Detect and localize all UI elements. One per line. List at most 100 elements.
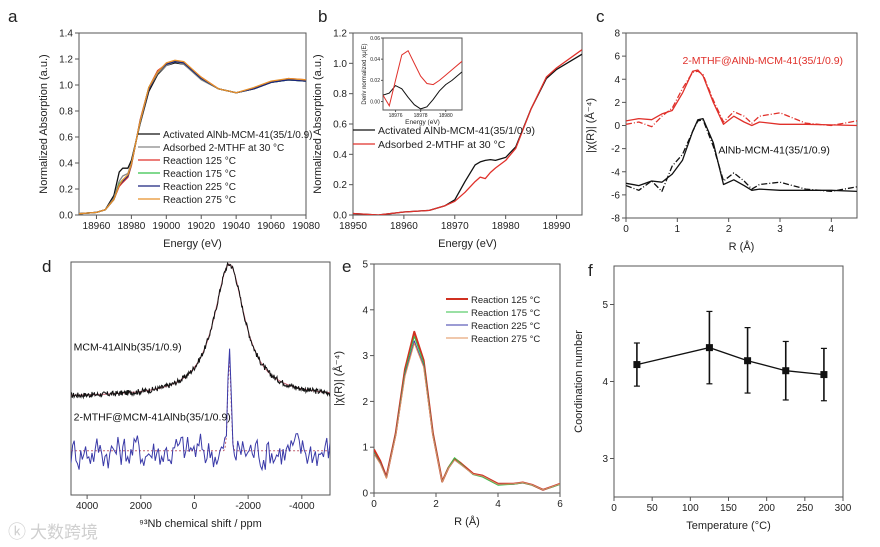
x-tick-label: 18980: [439, 113, 453, 119]
x-tick-label: 2: [726, 224, 732, 235]
x-axis-label: ⁹³Nb chemical shift / ppm: [139, 518, 262, 530]
legend-label: Reaction 125 °C: [471, 295, 540, 306]
panel-c: c 0 1 2 3 4 -8 -6 -4 -2 0 2 4 6 8 R (Å) |χ(R)| (Å⁻⁴) 2-MT…: [584, 7, 858, 253]
y-tick-label: 1.4: [59, 29, 73, 40]
x-tick-label: 18978: [414, 113, 428, 119]
series-line: [626, 117, 857, 193]
x-tick-label: 3: [777, 224, 783, 235]
x-tick-label: 18980: [117, 221, 145, 232]
y-tick-label: -8: [611, 214, 620, 225]
x-tick-label: 4: [495, 499, 501, 510]
legend-label: Adsorbed 2-MTHF at 30 °C: [163, 143, 284, 154]
watermark-logo-icon: ⓚ: [8, 522, 26, 542]
y-tick-label: 0.04: [370, 57, 380, 63]
inset-series-line: [383, 71, 462, 110]
annotation-label: 2-MTHF@AlNb-MCM-41(35/1/0.9): [682, 55, 843, 67]
panel-label: a: [8, 7, 18, 26]
y-tick-label: 0.4: [333, 150, 347, 161]
x-tick-label: 6: [557, 499, 563, 510]
legend-label: Adsorbed 2-MTHF at 30 °C: [378, 139, 506, 151]
y-tick-label: 0.4: [59, 159, 73, 170]
legend-label: Reaction 175 °C: [163, 169, 236, 180]
x-axis-label: Energy (eV): [163, 238, 222, 250]
x-tick-label: 0: [192, 501, 198, 512]
x-tick-label: 0: [623, 224, 629, 235]
panel-b: b 18950 18960 18970 18980 18990 0.0 0.2 0.4 0.6 0.…: [312, 7, 583, 250]
series-line: [626, 69, 857, 127]
y-axis-label: Normalized Absorption (a.u.): [312, 54, 324, 193]
inset-chart: 18976 18978 18980 0.00 0.02 0.04 0.06 Energy (e…: [362, 36, 463, 126]
y-tick-label: 4: [602, 377, 608, 388]
panel-label: c: [596, 7, 605, 26]
axes-frame: [613, 265, 844, 498]
x-tick-label: -4000: [289, 501, 315, 512]
watermark-text: 大数跨境: [30, 523, 98, 542]
spectrum-line: [71, 348, 330, 472]
x-tick-label: 18976: [389, 113, 403, 119]
plot-area: [633, 310, 828, 402]
legend-label: Reaction 275 °C: [163, 195, 236, 206]
y-tick-label: 0.2: [333, 180, 347, 191]
y-tick-label: 0.0: [59, 211, 73, 222]
y-tick-label: 1.0: [59, 81, 73, 92]
x-tick-label: 250: [796, 503, 813, 514]
y-tick-label: 5: [362, 260, 368, 271]
panel-label: e: [342, 257, 351, 276]
axes-frame: [78, 32, 307, 216]
y-tick-label: 0.02: [370, 78, 380, 84]
x-tick-label: 2000: [130, 501, 153, 512]
series-line: [374, 335, 560, 491]
y-tick-label: 0.2: [59, 185, 73, 196]
panel-d: d 4000 2000 0 -2000 -4000 ⁹³Nb chemical shift …: [42, 257, 331, 530]
inset-x-axis-label: Energy (eV): [405, 119, 440, 126]
watermark: ⓚ 大数跨境: [8, 522, 98, 542]
plot-area: [71, 262, 330, 472]
x-tick-label: 18970: [441, 221, 469, 232]
legend-label: Reaction 225 °C: [163, 182, 236, 193]
x-tick-label: 4: [829, 224, 835, 235]
x-tick-label: 18990: [543, 221, 571, 232]
x-tick-label: 19020: [187, 221, 215, 232]
series-line: [374, 342, 560, 491]
y-tick-label: 0.6: [59, 133, 73, 144]
inset-plot-area: [383, 49, 462, 110]
y-tick-label: 0.6: [333, 120, 347, 131]
y-tick-label: -2: [611, 144, 620, 155]
annotation-label: 2-MTHF@MCM-41AlNb(35/1/0.9): [74, 411, 231, 423]
data-point: [820, 371, 828, 379]
x-tick-label: 18960: [390, 221, 418, 232]
annotation-label: MCM-41AlNb(35/1/0.9): [74, 342, 182, 354]
x-axis-label: Energy (eV): [438, 238, 497, 250]
x-tick-label: 0: [371, 499, 377, 510]
x-tick-label: 0: [611, 503, 617, 514]
panel-label: b: [318, 7, 327, 26]
x-tick-label: 19080: [292, 221, 320, 232]
x-tick-label: 18980: [492, 221, 520, 232]
plot-area: [626, 69, 857, 193]
legend-label: Reaction 175 °C: [471, 308, 540, 319]
y-tick-label: 0.8: [333, 89, 347, 100]
x-tick-label: 19060: [257, 221, 285, 232]
inset-background: [383, 38, 462, 110]
y-tick-label: 4: [614, 75, 620, 86]
fit-line: [71, 263, 330, 396]
y-tick-label: 0: [614, 121, 620, 132]
fit-line: [71, 354, 330, 452]
plot-area: [79, 59, 306, 215]
annotation-label: AlNb-MCM-41(35/1/0.9): [718, 144, 829, 156]
y-tick-label: 6: [614, 52, 620, 63]
y-tick-label: 1.2: [59, 55, 73, 66]
legend-label: Activated AlNb-MCM-41(35/1/0.9): [378, 125, 535, 137]
spectrum-line: [71, 262, 330, 400]
x-axis-label: R (Å): [729, 240, 755, 253]
y-axis-label: Normalized Absorption (a.u.): [38, 54, 50, 193]
x-tick-label: 1: [675, 224, 681, 235]
x-tick-label: 18960: [83, 221, 111, 232]
x-tick-label: 100: [682, 503, 699, 514]
y-axis-label: Coordination number: [573, 330, 585, 433]
legend-label: Reaction 125 °C: [163, 156, 236, 167]
axes-frame: [382, 37, 463, 111]
y-tick-label: 0.00: [370, 99, 380, 105]
y-tick-label: 8: [614, 29, 620, 40]
